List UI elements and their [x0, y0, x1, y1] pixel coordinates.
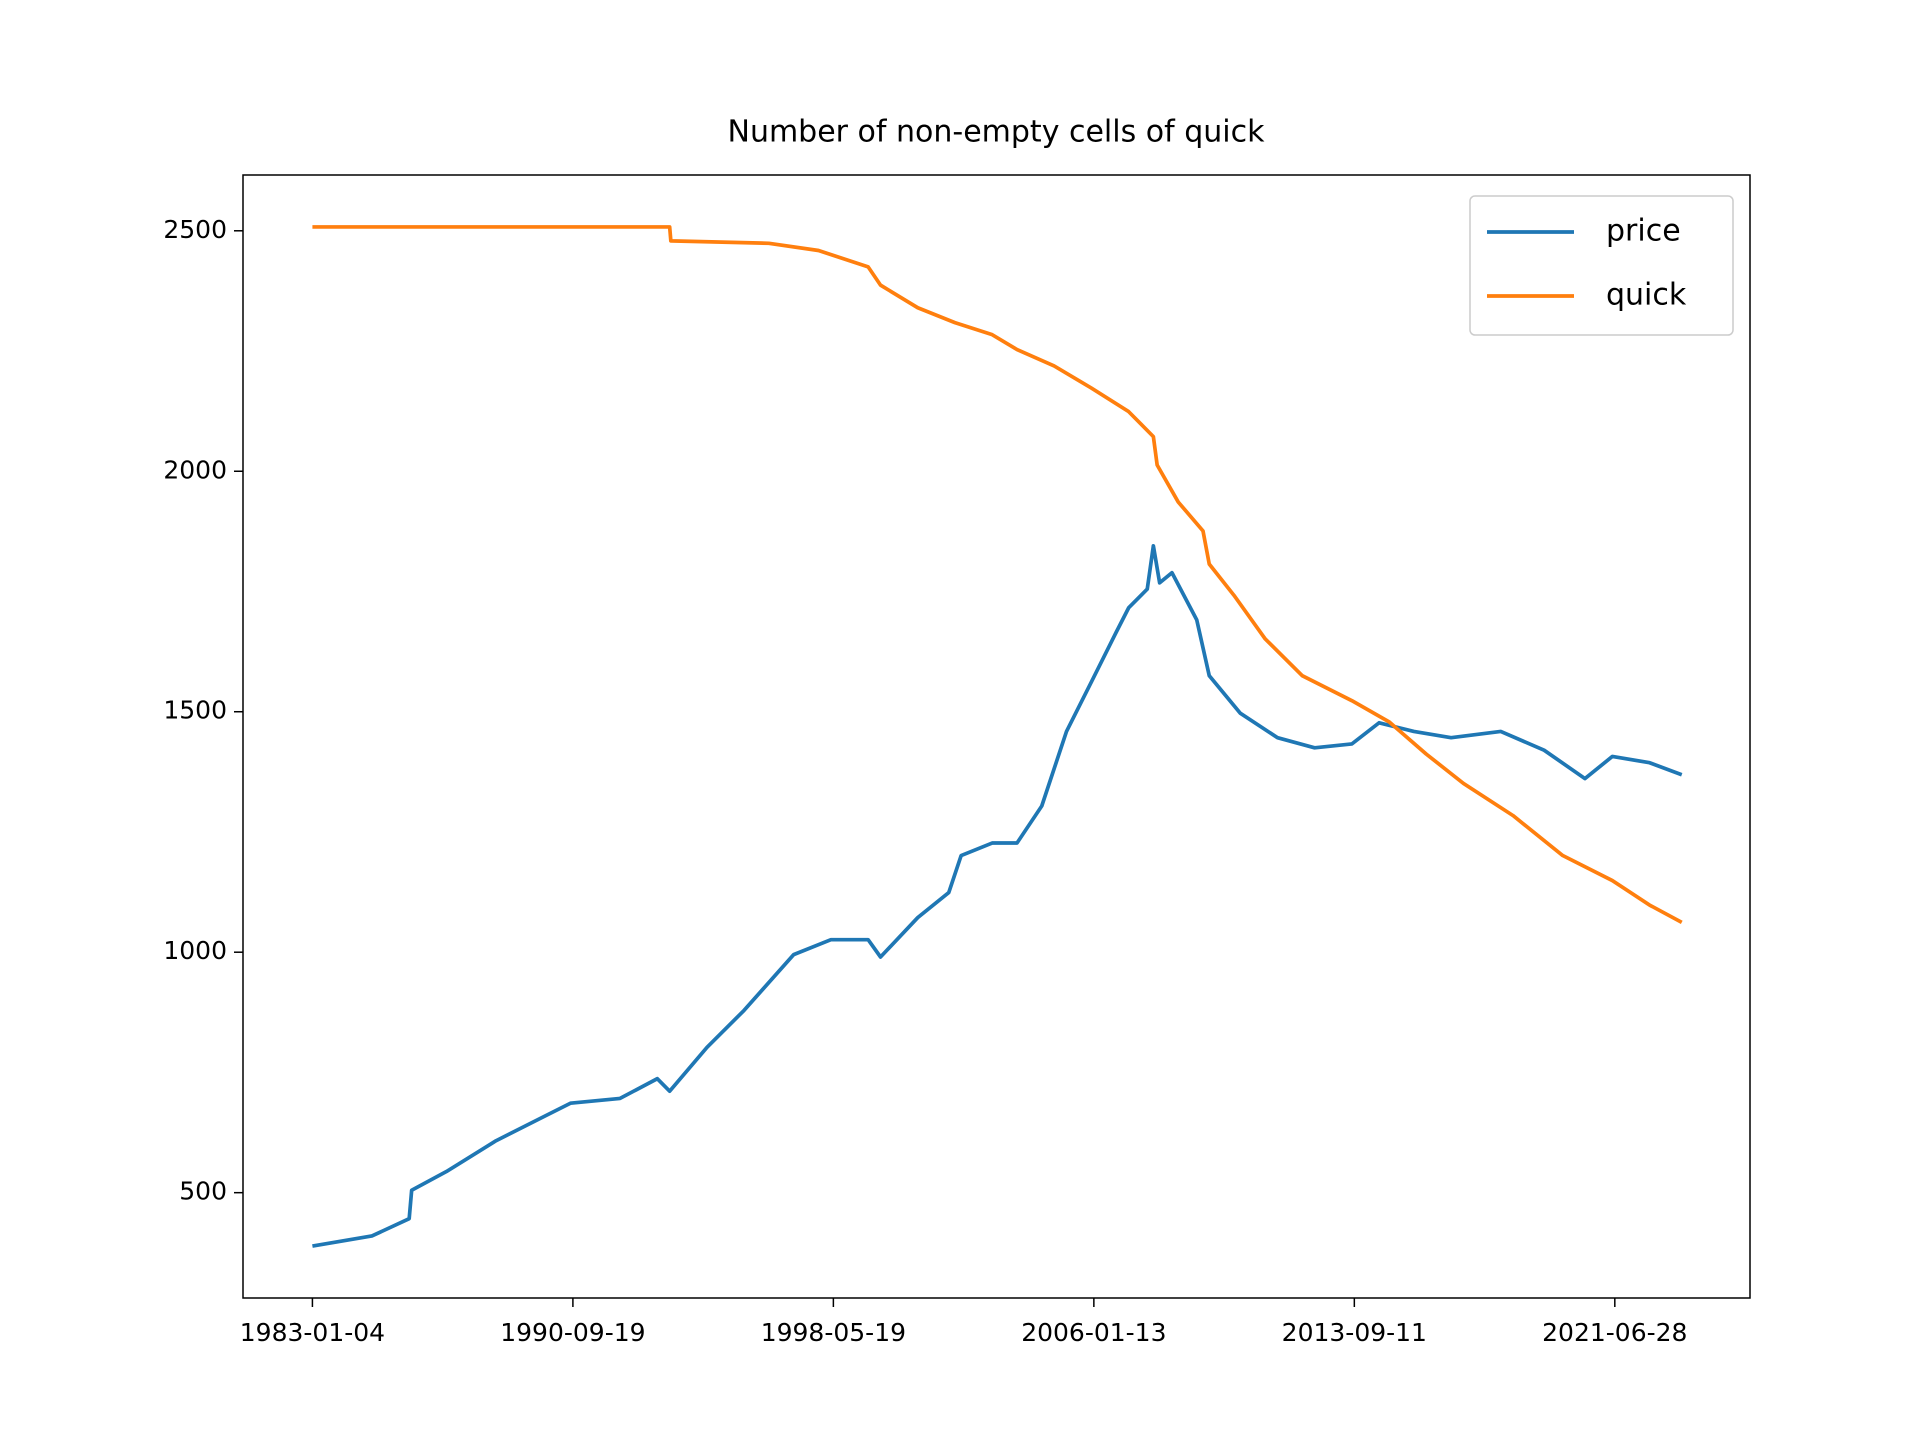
y-tick-label: 500 [179, 1177, 227, 1206]
legend-box [1469, 195, 1734, 336]
x-tick-label: 1998-05-19 [761, 1318, 906, 1347]
x-tick-label: 2013-09-11 [1282, 1318, 1427, 1347]
x-tick-label: 1990-09-19 [500, 1318, 645, 1347]
x-tick-label: 1983-01-04 [240, 1318, 385, 1347]
x-tick-label: 2021-06-28 [1542, 1318, 1687, 1347]
y-tick-label: 1000 [163, 936, 227, 965]
x-tick-label: 2006-01-13 [1021, 1318, 1166, 1347]
line-series [312, 543, 1683, 1248]
chart-title: Number of non-empty cells of quick [728, 115, 1266, 150]
line-series [312, 225, 1683, 925]
legend-label: price [1606, 214, 1681, 249]
plot-frame [242, 174, 1751, 1299]
y-tick-label: 1500 [163, 696, 227, 725]
y-tick-label: 2500 [163, 215, 227, 244]
legend-label: quick [1606, 278, 1687, 313]
y-tick-label: 2000 [163, 455, 227, 484]
